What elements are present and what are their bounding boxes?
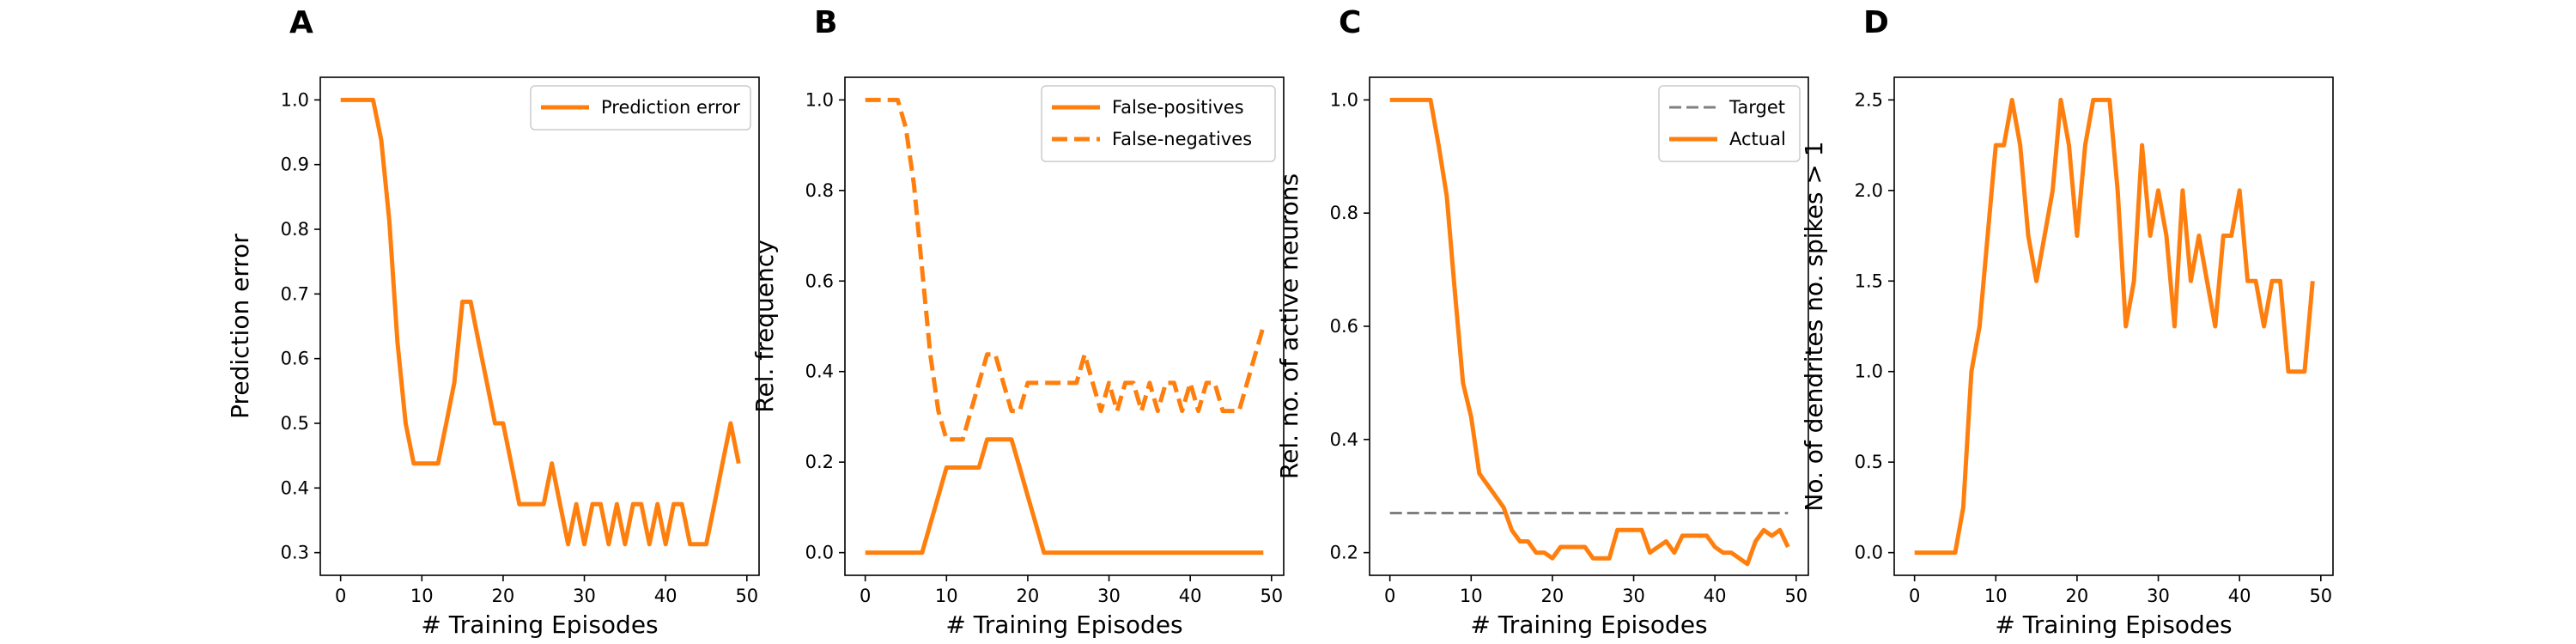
panel-b-y-axis-label: Rel. frequency [750, 240, 779, 412]
panel-d: D 0 10 20 30 40 50 0.0 0.5 1.0 1.5 2.0 2.5 # Training… [1800, 5, 2334, 639]
panel-d-series-line-1 [1914, 97, 2315, 556]
panel-b-y-tick-label: 0.8 [805, 180, 834, 201]
panel-b-series-line-1 [865, 437, 1264, 556]
panel-b-x-tick-label: 0 [860, 586, 871, 606]
panel-a-x-axis-label: # Training Episodes [421, 611, 658, 639]
panel-b-x-tick-label: 20 [1017, 586, 1040, 606]
panel-b: B 0 10 20 30 40 50 0.0 0.2 0.4 0.6 0.8 1.0 # Training… [750, 5, 1285, 639]
panel-b-y-tick-label: 1.0 [805, 89, 834, 110]
panel-a-y-tick-label: 0.5 [281, 413, 309, 434]
panel-d-x-axis-label: # Training Episodes [1995, 611, 2232, 639]
panel-d-y-axis-label: No. of dendrites no. spikes > 1 [1800, 141, 1828, 511]
panel-b-x-tick-label: 40 [1179, 586, 1202, 606]
panel-c-x-tick-label: 10 [1460, 586, 1483, 606]
panel-c-legend-label: Actual [1729, 129, 1786, 149]
panel-b-letter: B [814, 5, 837, 40]
panel-c-y-tick-label: 0.4 [1330, 429, 1358, 450]
panel-a-y-tick-label: 0.4 [281, 477, 309, 498]
panel-c-x-axis-label: # Training Episodes [1470, 611, 1707, 639]
panel-a-letter: A [289, 5, 313, 40]
panel-c-y-tick-label: 0.2 [1330, 543, 1358, 563]
panel-c-y-tick-label: 1.0 [1330, 89, 1358, 110]
panel-a-y-tick-label: 0.9 [281, 155, 309, 175]
panel-c-y-tick-label: 0.8 [1330, 203, 1358, 223]
panel-a-x-tick-label: 50 [735, 586, 758, 606]
panel-c-y-axis-label: Rel. no. of active neurons [1275, 173, 1303, 479]
panel-b-x-tick-label: 50 [1260, 586, 1283, 606]
panel-d-y-tick-label: 2.5 [1855, 89, 1883, 110]
panel-a-series-line-1 [340, 97, 741, 547]
panel-b-x-tick-label: 10 [935, 586, 958, 606]
panel-d-x-tick-label: 0 [1909, 586, 1920, 606]
panel-a-y-tick-label: 0.7 [281, 283, 309, 304]
panel-a-x-tick-label: 40 [654, 586, 677, 606]
panel-c-legend-box [1658, 85, 1801, 162]
panel-b-x-axis-label: # Training Episodes [945, 611, 1182, 639]
panel-d-y-tick-label: 0.0 [1855, 543, 1883, 563]
panel-a-legend-box [530, 85, 751, 131]
panel-d-y-tick-label: 1.5 [1855, 270, 1883, 291]
panel-c-series-line-2 [1389, 97, 1790, 567]
panel-a-axes-frame [319, 76, 760, 576]
panel-a-x-tick-label: 0 [335, 586, 346, 606]
panel-d-letter: D [1863, 5, 1889, 40]
panel-d-x-tick-label: 10 [1984, 586, 2008, 606]
panel-c-x-tick-label: 30 [1622, 586, 1645, 606]
panel-a: A 0 10 20 30 40 50 0.3 0.4 0.5 0.6 0.7 0.8 0.9 1.0 # Tr… [226, 5, 760, 639]
panel-a-y-tick-label: 0.6 [281, 349, 309, 369]
panel-c-letter: C [1339, 5, 1361, 40]
panel-a-y-axis-label: Prediction error [226, 234, 254, 419]
panel-b-y-tick-label: 0.6 [805, 270, 834, 291]
panel-a-y-tick-label: 1.0 [281, 89, 309, 110]
panel-b-y-tick-label: 0.0 [805, 543, 834, 563]
panel-c-y-tick-label: 0.6 [1330, 316, 1358, 337]
panel-a-y-tick-label: 0.3 [281, 543, 309, 563]
panel-a-x-tick-label: 30 [573, 586, 596, 606]
panel-c-x-tick-label: 20 [1541, 586, 1564, 606]
panel-b-y-tick-label: 0.4 [805, 361, 834, 382]
panel-c-x-tick-label: 0 [1384, 586, 1395, 606]
panel-c-legend-label: Target [1728, 97, 1785, 118]
panel-b-legend-box [1041, 85, 1276, 162]
panel-a-legend-label: Prediction error [601, 97, 740, 118]
panel-d-axes-frame [1893, 76, 2334, 576]
panel-d-x-tick-label: 20 [2066, 586, 2089, 606]
panel-a-x-tick-label: 20 [492, 586, 515, 606]
panel-d-x-tick-label: 50 [2309, 586, 2332, 606]
panel-d-y-tick-label: 0.5 [1855, 452, 1883, 472]
panel-a-x-tick-label: 10 [410, 586, 434, 606]
panel-b-series-line-2 [865, 97, 1266, 442]
panel-b-axes-frame [844, 76, 1285, 576]
panel-d-x-tick-label: 30 [2147, 586, 2170, 606]
panel-c: C 0 10 20 30 40 50 0.2 0.4 0.6 0.8 1.0 # Training Ep… [1275, 5, 1809, 639]
panel-a-y-tick-label: 0.8 [281, 219, 309, 240]
panel-b-legend-label: False-positives [1112, 97, 1244, 118]
panel-d-y-tick-label: 2.0 [1855, 180, 1883, 201]
panel-b-legend-label: False-negatives [1112, 129, 1252, 149]
panel-d-x-tick-label: 40 [2228, 586, 2251, 606]
panel-b-y-tick-label: 0.2 [805, 452, 834, 472]
panel-d-y-tick-label: 1.0 [1855, 361, 1883, 382]
panel-c-x-tick-label: 50 [1784, 586, 1807, 606]
panel-b-x-tick-label: 30 [1097, 586, 1121, 606]
panel-c-x-tick-label: 40 [1704, 586, 1727, 606]
